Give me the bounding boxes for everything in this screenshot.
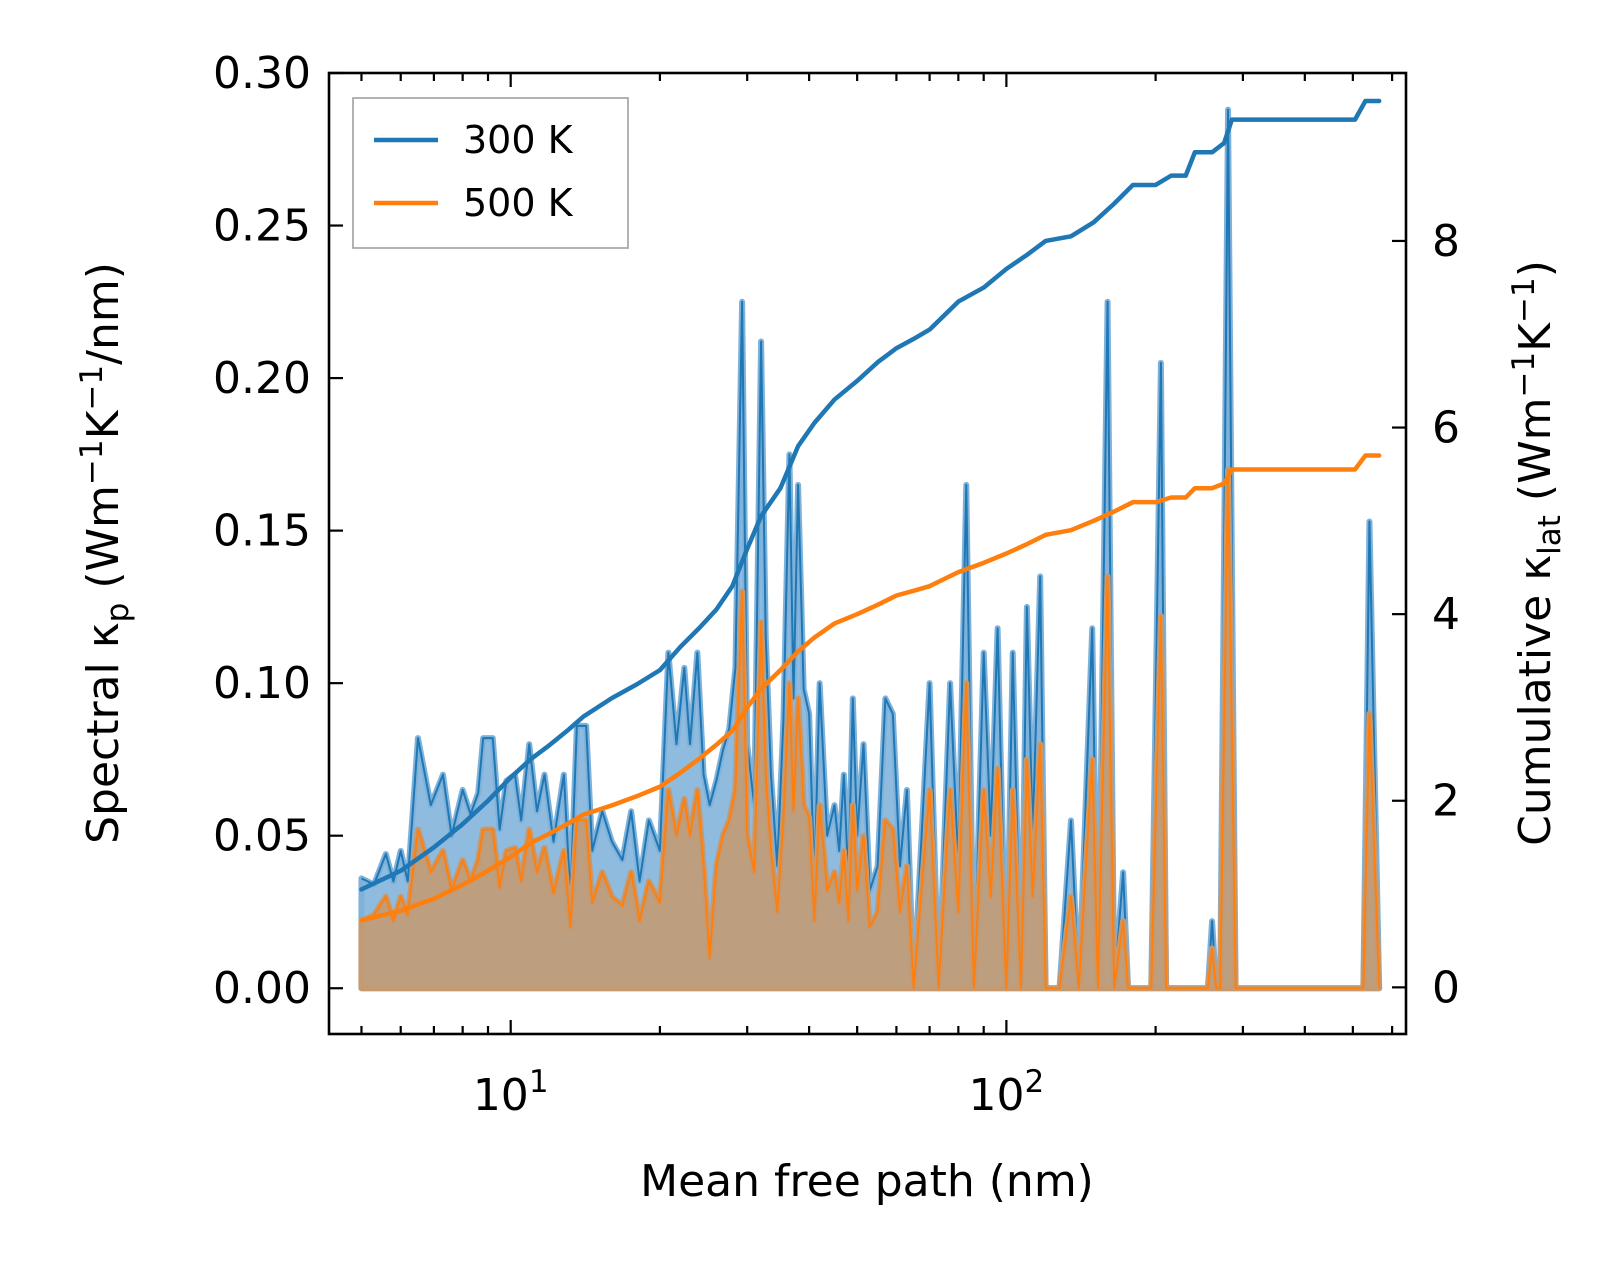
- left-y-axis-label: Spectral κp (Wm−1K−1/nm): [74, 262, 136, 844]
- axis-label-part: Spectral κ: [78, 622, 129, 844]
- cumulative-line-1: [359, 453, 1382, 923]
- legend-box: [352, 97, 629, 249]
- x-tick-label-exponent: 2: [1025, 1064, 1045, 1100]
- plot-area: [358, 98, 1383, 992]
- axis-label-part: −1: [1506, 352, 1542, 398]
- left-y-tick-label-0: 0.00: [213, 963, 311, 1014]
- legend: 300 K 500 K: [352, 97, 629, 249]
- right-y-tick-label-3: 6: [1432, 403, 1460, 454]
- spectral-line-0: [361, 108, 1381, 990]
- axis-label-part: K: [78, 409, 129, 439]
- axis-label-part: (Wm: [1510, 398, 1561, 516]
- left-y-tick-label-2: 0.10: [213, 658, 311, 709]
- left-y-tick-label-4: 0.20: [213, 353, 311, 404]
- cumulative-line-0: [359, 98, 1382, 892]
- x-tick-label-0: 101: [473, 1064, 549, 1121]
- x-tick-label-1: 102: [969, 1064, 1045, 1121]
- axis-label-part: p: [100, 603, 136, 623]
- legend-label-0: 300 K: [463, 118, 574, 162]
- axis-label-part: /nm): [78, 262, 129, 365]
- right-y-tick-label-2: 4: [1432, 589, 1460, 640]
- axis-label-part: −1: [1506, 277, 1542, 323]
- right-y-tick-label-1: 2: [1432, 776, 1460, 827]
- right-y-axis-label: Cumulative κlat (Wm−1K−1): [1506, 260, 1568, 846]
- left-y-tick-label-1: 0.05: [213, 811, 311, 862]
- left-y-tick-label-5: 0.25: [213, 201, 311, 252]
- legend-label-1: 500 K: [463, 181, 574, 225]
- x-tick-label-exponent: 1: [529, 1064, 549, 1100]
- plot-frame: [327, 71, 1408, 1036]
- axis-label-part: −1: [74, 439, 110, 485]
- right-y-tick-label-0: 0: [1432, 962, 1460, 1013]
- axis-label-part: (Wm: [78, 485, 129, 603]
- right-y-tick-label-4: 8: [1432, 216, 1460, 267]
- axis-label-part: ): [1510, 260, 1561, 277]
- left-y-tick-label-3: 0.15: [213, 506, 311, 557]
- x-axis-label: Mean free path (nm): [640, 1156, 1094, 1207]
- axis-label-part: −1: [74, 365, 110, 411]
- axis-label-part: K: [1510, 322, 1561, 352]
- x-tick-label-base: 10: [473, 1070, 529, 1121]
- left-y-tick-label-6: 0.30: [213, 48, 311, 99]
- axis-label-part: lat: [1532, 515, 1568, 555]
- axis-label-part: Cumulative κ: [1510, 555, 1561, 846]
- x-tick-label-base: 10: [969, 1070, 1025, 1121]
